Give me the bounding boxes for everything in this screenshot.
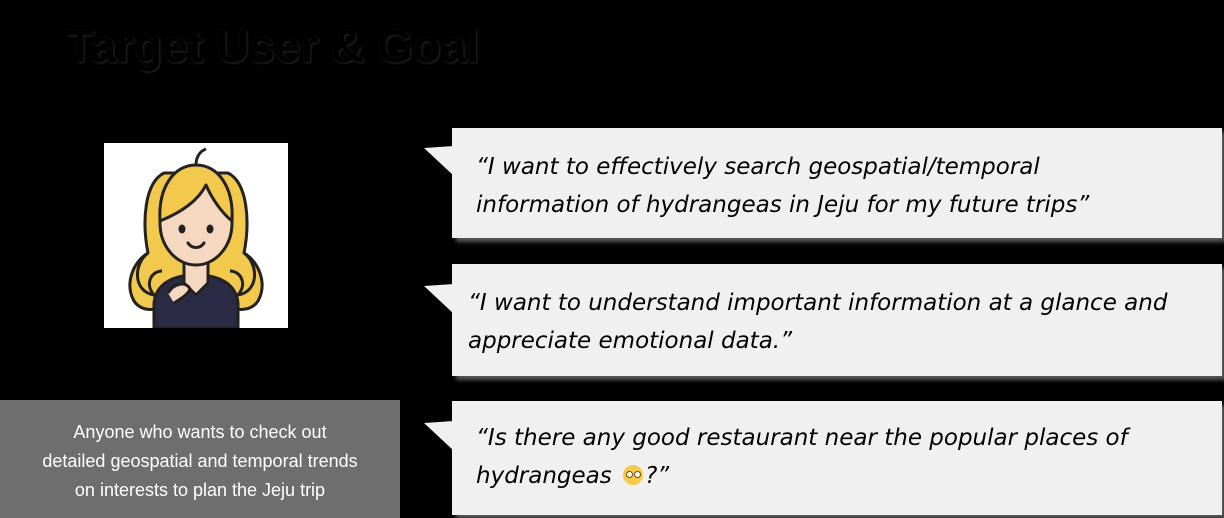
speech-tail-3 (424, 421, 454, 451)
quote-line: information of hydrangeas in Jeju for my… (476, 192, 1090, 218)
quote-line: appreciate emotional data.” (468, 328, 793, 354)
quote-bubble-glance: “I want to understand important informat… (452, 264, 1222, 376)
quote-text: ?” (645, 463, 670, 489)
woman-avatar-icon (104, 143, 288, 328)
persona-description: Anyone who wants to check out detailed g… (0, 400, 400, 518)
quote-text: hydrangeas (476, 463, 612, 489)
quote-line: “I want to understand important informat… (468, 290, 1168, 316)
quote-line: “I want to effectively search geospatial… (476, 154, 1040, 180)
quote-bubble-restaurant: “Is there any good restaurant near the p… (452, 401, 1222, 515)
slide-title: Target User & Goal (66, 20, 480, 72)
quote-line: “Is there any good restaurant near the p… (476, 425, 1128, 451)
flushed-face-emoji-icon (623, 465, 644, 485)
persona-line: Anyone who wants to check out (73, 422, 327, 442)
persona-line: detailed geospatial and temporal trends (42, 451, 358, 471)
quote-line: hydrangeas ?” (476, 457, 1222, 495)
quote-bubble-search: “I want to effectively search geospatial… (452, 128, 1222, 238)
speech-tail-1 (424, 146, 454, 176)
persona-line: on interests to plan the Jeju trip (74, 480, 326, 500)
speech-tail-2 (424, 284, 454, 314)
